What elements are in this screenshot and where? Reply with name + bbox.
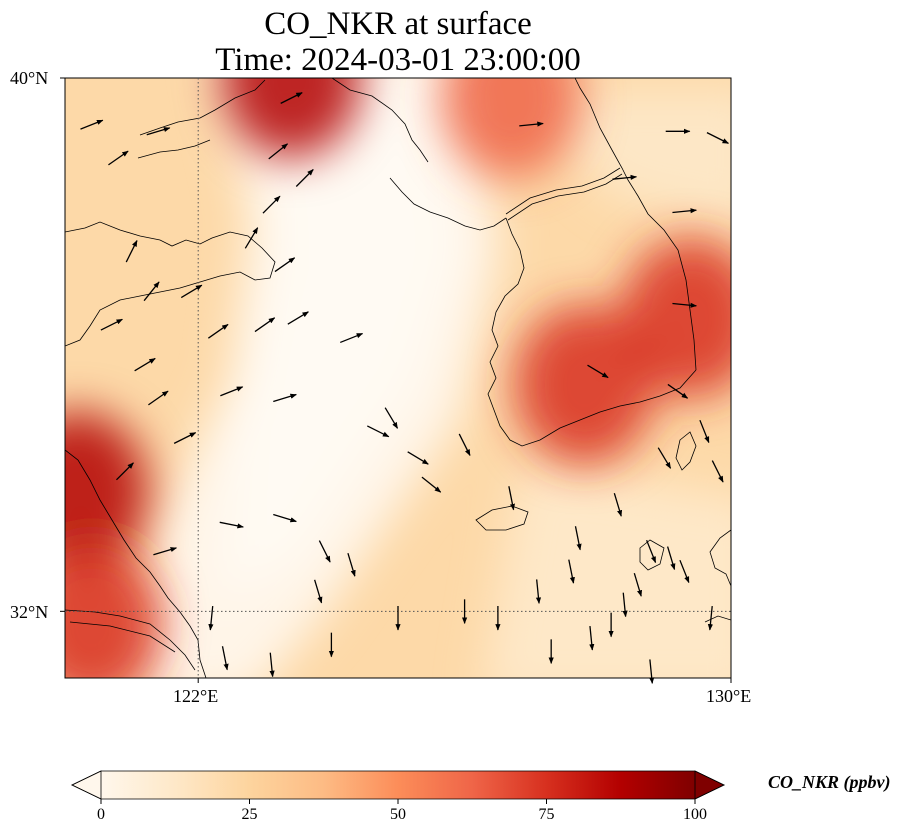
- wind-vector-arrow: [535, 579, 542, 604]
- coastlines: [65, 78, 731, 678]
- concentration-hotspot: [441, 78, 582, 178]
- wind-vector-arrow: [458, 433, 471, 456]
- wind-vector-arrow: [220, 386, 244, 397]
- wind-vector-arrow: [667, 383, 689, 399]
- wind-vector-arrow: [568, 559, 575, 584]
- wind-vector-arrow: [244, 227, 259, 249]
- wind-vector-arrow: [254, 317, 276, 333]
- wind-vector-arrow: [339, 332, 364, 344]
- wind-vector-arrow: [221, 646, 229, 671]
- concentration-hotspot: [221, 78, 362, 158]
- wind-vector-arrow: [347, 552, 356, 577]
- colorbar-title: CO_NKR (ppbv): [768, 772, 891, 792]
- wind-vector-arrow: [180, 284, 203, 299]
- wind-vector-arrow: [649, 659, 655, 684]
- map-time-subtitle: Time: 2024-03-01 23:00:00: [215, 42, 581, 78]
- wind-vector-arrow: [706, 132, 729, 144]
- colorbar-extend-min: [71, 770, 102, 800]
- wind-vector-arrow: [208, 605, 214, 631]
- wind-vector-arrow: [173, 432, 197, 444]
- colorbar-tick-label: 25: [241, 806, 258, 823]
- wind-vector-arrow: [407, 451, 429, 465]
- wind-vector-arrow: [589, 625, 595, 651]
- wind-vector-arrow: [269, 652, 275, 678]
- colorbar-tick-label: 50: [390, 806, 406, 823]
- wind-vector-arrow: [108, 150, 129, 166]
- wind-vector-arrow: [657, 447, 672, 469]
- colorbar-body: [101, 771, 695, 799]
- wind-vector-arrow: [100, 318, 123, 331]
- concentration-hotspot: [621, 238, 731, 398]
- wind-vector-arrow: [711, 460, 724, 483]
- wind-vectors: [80, 92, 729, 684]
- wind-vector-arrow: [421, 476, 442, 493]
- wind-vector-arrow: [314, 579, 323, 604]
- wind-vector-arrow: [587, 364, 609, 379]
- wind-vector-arrow: [148, 390, 169, 406]
- wind-vector-arrow: [125, 240, 138, 263]
- wind-vector-arrow: [612, 174, 638, 180]
- wind-vector-arrow: [672, 208, 697, 214]
- map-frame: [64, 77, 732, 679]
- wind-vector-arrow: [273, 393, 297, 403]
- wind-vector-arrow: [318, 540, 331, 563]
- colorbar-extend-max: [694, 770, 725, 800]
- wind-vector-arrow: [115, 462, 134, 481]
- wind-vector-arrow: [80, 119, 104, 130]
- wind-vector-arrow: [633, 572, 643, 597]
- wind-vector-arrow: [153, 547, 178, 556]
- wind-vector-arrow: [280, 92, 303, 104]
- lon-label-122e: 122°E: [173, 686, 219, 706]
- wind-vector-arrow: [646, 539, 657, 564]
- wind-vector-arrow: [519, 121, 544, 127]
- wind-vector-arrow: [679, 559, 690, 584]
- map-title: CO_NKR at surface: [264, 6, 532, 42]
- wind-vector-arrow: [508, 486, 515, 511]
- lat-label-40n: 40°N: [10, 68, 49, 88]
- wind-vector-arrow: [262, 195, 281, 214]
- concentration-hotspot: [514, 304, 655, 465]
- wind-vector-arrow: [366, 425, 390, 438]
- wind-vector-arrow: [143, 281, 160, 302]
- wind-vector-arrow: [273, 513, 297, 523]
- wind-vector-arrow: [666, 546, 676, 571]
- wind-vector-arrow: [287, 311, 309, 325]
- colorbar-tick-label: 100: [683, 806, 707, 823]
- wind-vector-arrow: [268, 143, 288, 160]
- wind-vector-arrow: [134, 357, 156, 372]
- lat-label-32n: 32°N: [10, 602, 49, 622]
- wind-vector-arrow: [274, 257, 296, 273]
- lon-label-130e: 130°E: [706, 686, 752, 706]
- wind-vector-arrow: [384, 407, 399, 429]
- wind-vector-arrow: [622, 592, 628, 618]
- wind-vector-arrow: [613, 492, 623, 517]
- wind-vector-arrow: [207, 323, 229, 339]
- wind-vector-arrow: [574, 526, 582, 551]
- wind-vector-arrow: [146, 127, 171, 136]
- concentration-hotspot: [65, 411, 149, 572]
- wind-vector-arrow: [699, 419, 710, 444]
- wind-vector-arrow: [295, 169, 314, 187]
- colorbar-tick-label: 0: [97, 806, 105, 823]
- wind-vector-arrow: [672, 302, 697, 308]
- wind-vector-arrow: [219, 521, 244, 529]
- colorbar-ticks: [100, 799, 696, 804]
- colorbar-tick-label: 75: [538, 806, 555, 823]
- wind-vector-arrow: [707, 605, 713, 631]
